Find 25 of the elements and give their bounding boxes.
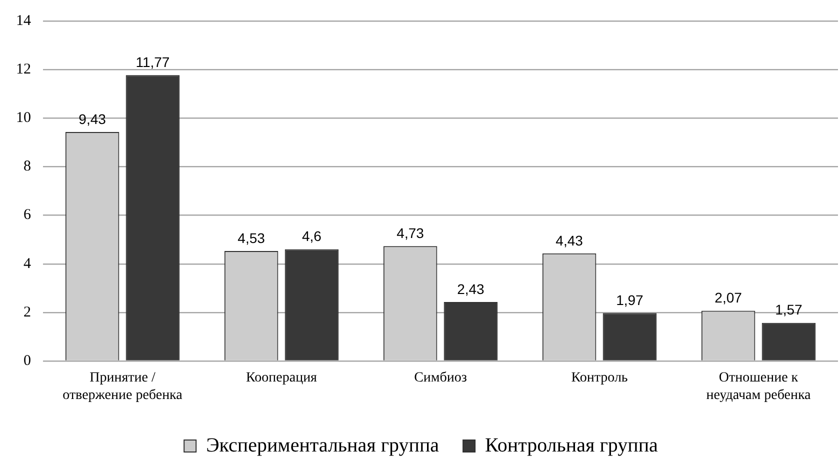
data-label: 4,6 [302,228,322,244]
data-label: 4,43 [556,232,584,248]
data-label: 1,57 [775,302,803,318]
x-tick-label: Контроль [571,370,628,386]
data-label: 11,77 [136,54,170,70]
x-tick-label: Кооперация [246,370,318,386]
legend-label: Экспериментальная группа [206,434,440,456]
y-tick-label: 4 [24,256,32,272]
data-label: 1,97 [616,292,644,308]
x-tick-label: Симбиоз [414,370,468,386]
y-tick-label: 0 [24,352,31,369]
y-tick-label: 8 [24,158,31,175]
y-tick-label: 14 [16,12,32,29]
data-label: 4,53 [238,230,266,246]
data-label: 2,43 [457,280,485,297]
data-label: 9,43 [78,110,106,127]
x-tick-label: Отношение к неудачам ребенка [706,370,812,403]
y-tick-label: 6 [24,207,32,224]
data-label: 4,73 [396,224,424,241]
y-tick-label: 10 [16,110,31,126]
y-tick-label: 2 [24,304,31,320]
legend-label: Контрольная группа [485,434,658,456]
y-tick-label: 12 [16,62,31,78]
x-tick-label: Принятие / отвержение ребенка [62,370,184,403]
data-label: 2,07 [714,290,742,306]
